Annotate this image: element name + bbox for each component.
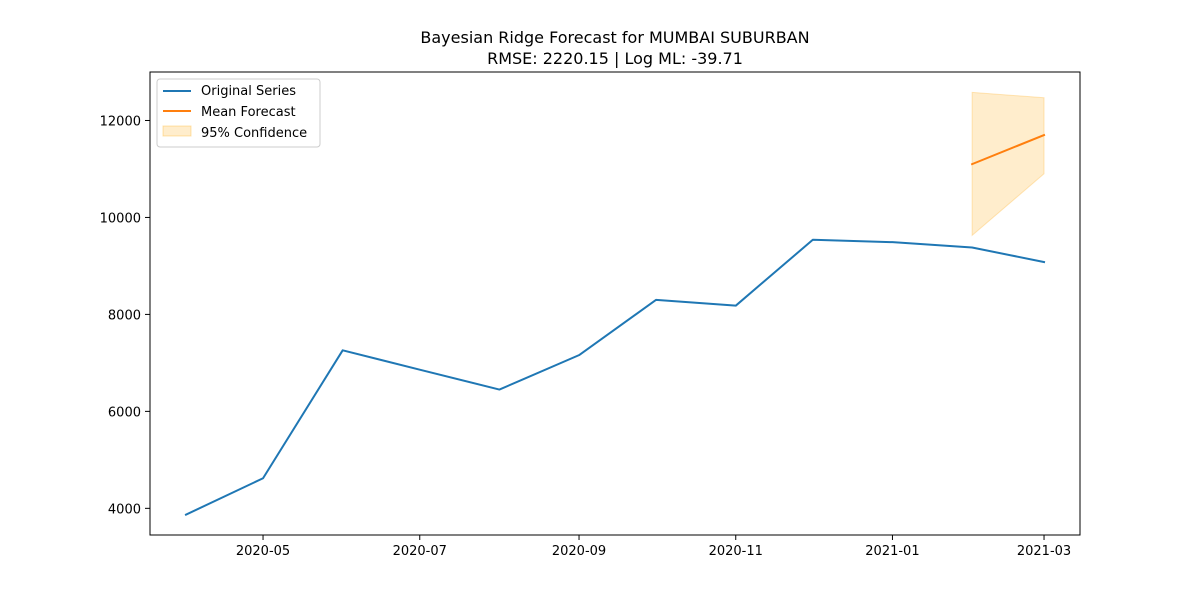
- legend-label-mean-forecast: Mean Forecast: [201, 105, 296, 120]
- legend: Original Series Mean Forecast 95% Confid…: [156, 78, 321, 148]
- legend-label-original-series: Original Series: [201, 84, 296, 99]
- x-tick-label: 2020-11: [709, 544, 763, 559]
- legend-label-95-confidence: 95% Confidence: [201, 126, 307, 141]
- y-tick-label: 8000: [108, 308, 141, 323]
- x-tick-label: 2020-07: [393, 544, 447, 559]
- series-line-original-series: [184, 238, 1046, 516]
- x-tick-label: 2021-03: [1017, 544, 1071, 559]
- chart-title: Bayesian Ridge Forecast for MUMBAI SUBUR…: [420, 28, 809, 47]
- confidence-bands: [971, 91, 1045, 237]
- legend-frame: [156, 78, 321, 148]
- series-line-mean-forecast: [970, 133, 1046, 166]
- x-axis: 2020-05 2020-07 2020-09 2020-11 2021-01 2021-…: [236, 535, 1071, 559]
- y-tick-label: 4000: [108, 502, 141, 517]
- chart-subtitle: RMSE: 2220.15 | Log ML: -39.71: [487, 49, 743, 68]
- x-tick-label: 2020-09: [552, 544, 606, 559]
- y-tick-label: 10000: [100, 211, 141, 226]
- x-tick-label: 2020-05: [236, 544, 290, 559]
- y-axis: 4000 6000 8000 10000 12000: [100, 114, 150, 517]
- series-lines: [184, 133, 1046, 516]
- band-95-confidence: [971, 91, 1045, 237]
- x-tick-label: 2021-01: [865, 544, 919, 559]
- legend-swatch-95-confidence: [162, 125, 192, 137]
- plot-area: [149, 71, 1081, 536]
- y-tick-label: 6000: [108, 405, 141, 420]
- y-tick-label: 12000: [100, 114, 141, 129]
